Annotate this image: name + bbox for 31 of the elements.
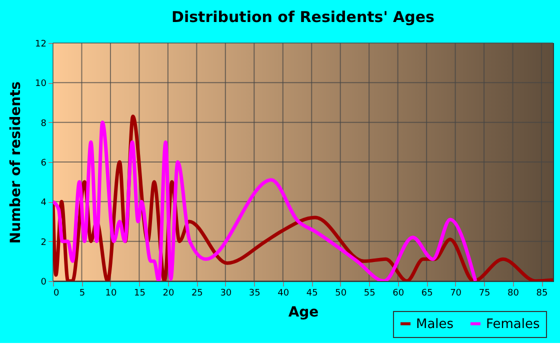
y-tick-label: 10 — [35, 79, 47, 90]
x-tick-label: 35 — [248, 288, 260, 298]
y-tick-label: 4 — [40, 198, 47, 208]
x-tick-label: 10 — [105, 288, 117, 298]
x-tick-label: 15 — [134, 288, 146, 298]
x-tick-label: 25 — [191, 288, 203, 298]
x-tick-label: 70 — [450, 288, 462, 298]
y-tick-label: 0 — [40, 278, 47, 288]
y-tick-label: 8 — [40, 118, 47, 129]
x-tick-label: 75 — [478, 288, 490, 298]
x-tick-label: 45 — [306, 288, 318, 298]
x-tick-label: 20 — [162, 288, 174, 298]
line-series — [53, 120, 478, 281]
x-tick-label: 0 — [54, 288, 60, 298]
y-tick-label: 2 — [40, 238, 46, 248]
legend-label: Females — [486, 316, 540, 332]
x-tick-label: 55 — [364, 288, 376, 298]
x-tick-label: 40 — [278, 288, 290, 298]
chart-title: Distribution of Residents' Ages — [172, 8, 435, 26]
x-tick-label: 30 — [220, 288, 232, 298]
legend-label: Males — [416, 316, 454, 332]
x-tick-label: 5 — [79, 288, 86, 298]
x-tick-label: 50 — [335, 288, 347, 298]
x-tick-label: 60 — [392, 288, 404, 298]
y-tick-label: 6 — [40, 158, 47, 168]
x-axis-title: Age — [288, 304, 319, 320]
x-tick-label: 65 — [421, 288, 433, 298]
y-axis-title: Number of residents — [8, 81, 24, 244]
x-tick-label: 85 — [536, 288, 548, 298]
x-tick-label: 80 — [508, 288, 520, 298]
y-tick-label: 12 — [35, 40, 46, 50]
